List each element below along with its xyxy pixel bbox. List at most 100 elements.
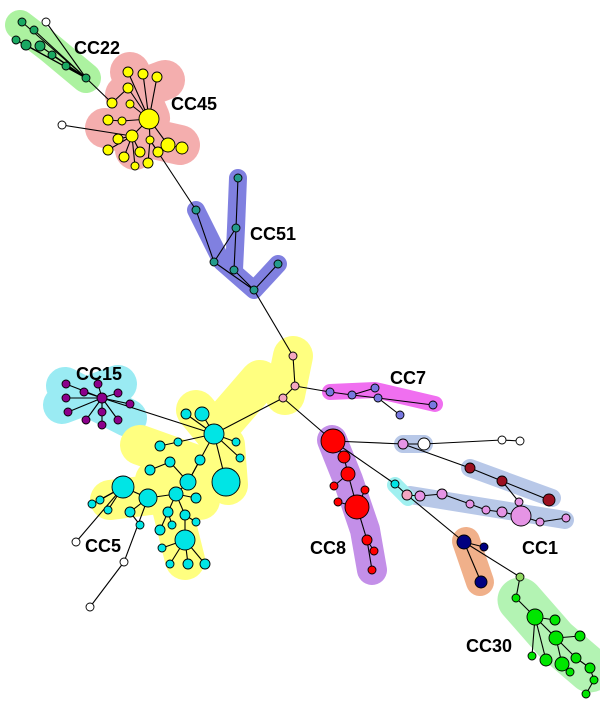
node-n45h <box>117 116 127 126</box>
node-n22g <box>61 61 71 71</box>
edge-n1r2-n1r1 <box>469 467 503 482</box>
node-n30e <box>554 656 570 672</box>
node-n5ac <box>165 559 175 569</box>
label-cc45: CC45 <box>171 94 217 114</box>
node-n5i <box>235 453 245 463</box>
node-n51c <box>229 265 239 275</box>
edge-n22d-n22h <box>33 29 87 79</box>
node-n8a <box>337 450 351 464</box>
node-n51e <box>209 257 219 267</box>
edge-n5c-w4 <box>123 497 149 563</box>
node-n8b <box>340 466 356 482</box>
node-n45d <box>122 82 134 94</box>
label-cc51: CC51 <box>250 224 296 244</box>
edge-n1w2-w6 <box>423 439 503 445</box>
node-sp1 <box>288 351 298 361</box>
node-n5h <box>231 437 241 447</box>
node-n30c <box>539 653 553 667</box>
node-n5e <box>174 529 196 551</box>
node-n1hub <box>510 505 532 527</box>
node-n5t <box>179 509 191 521</box>
node-n15d <box>113 388 123 398</box>
node-sp3 <box>278 393 288 403</box>
node-n8d <box>344 494 370 520</box>
node-n5z <box>157 543 167 553</box>
node-n1c <box>465 499 475 509</box>
edge-n8hub-cy1 <box>332 440 396 485</box>
edge-cy2-nv1 <box>406 494 465 543</box>
node-n30j <box>589 675 599 685</box>
node-n1g <box>561 513 571 523</box>
edge-sp1-sp2 <box>292 355 296 387</box>
node-n1w2 <box>417 437 431 451</box>
node-n7c <box>370 383 380 393</box>
node-n45n <box>145 135 155 145</box>
edge-n5hub-n15hub <box>101 397 215 435</box>
node-n30k <box>581 689 591 699</box>
node-n30d <box>527 651 537 661</box>
node-n45r <box>175 141 189 155</box>
node-n30b <box>548 630 564 646</box>
edge-n7d-n7f <box>377 397 434 406</box>
node-n5aa <box>182 558 194 570</box>
node-n5f <box>194 406 210 422</box>
node-n15h <box>81 415 91 425</box>
edge-n51b-n51c <box>233 227 237 271</box>
node-n1r3 <box>542 493 556 507</box>
node-n5n <box>194 454 206 466</box>
node-w5 <box>85 602 95 612</box>
edge-n51a-n51b <box>235 177 239 229</box>
node-n5m <box>144 464 156 476</box>
node-n8hub <box>320 428 346 454</box>
node-n22c <box>20 39 32 51</box>
edge-sp3-n5hub <box>213 397 284 435</box>
node-n1h <box>514 497 524 507</box>
node-n7b <box>347 390 357 400</box>
node-g2 <box>511 593 521 603</box>
node-n7a <box>325 387 335 397</box>
node-n8c <box>329 481 339 491</box>
node-n45e <box>106 97 118 109</box>
node-n1e <box>496 506 508 518</box>
node-w1 <box>41 17 51 27</box>
node-n5d <box>111 475 135 499</box>
node-n5o <box>168 486 184 502</box>
label-cc7: CC7 <box>390 368 426 388</box>
node-nv2 <box>479 542 489 552</box>
node-n45m <box>134 146 146 158</box>
node-n45q <box>160 137 176 153</box>
label-cc5: CC5 <box>85 536 121 556</box>
edge-n7d-n7e <box>377 397 401 416</box>
node-n45c <box>151 71 163 83</box>
node-n5k <box>154 440 166 452</box>
node-n7e <box>395 410 405 420</box>
node-n1a <box>414 490 426 502</box>
node-w4 <box>119 557 129 567</box>
node-n22a <box>17 17 27 27</box>
edge-n51e-n51f <box>213 261 255 291</box>
node-n30f <box>574 630 586 642</box>
node-n8i <box>367 565 377 575</box>
node-n30hub <box>526 608 544 626</box>
node-n30h <box>565 667 575 677</box>
node-n8h <box>369 546 379 556</box>
edge-w1-n22h <box>45 21 87 79</box>
node-n5big <box>211 467 241 497</box>
node-n22d <box>29 25 39 35</box>
node-n15c <box>93 379 103 389</box>
node-n51b <box>231 223 241 233</box>
node-w7 <box>515 436 525 446</box>
node-n5s <box>167 520 177 530</box>
node-n45hub <box>138 108 160 130</box>
node-n5ad <box>87 499 97 509</box>
node-n45s <box>130 161 140 171</box>
edge-sp2-n7a <box>294 385 331 393</box>
node-n15e <box>125 399 135 409</box>
node-n8g <box>361 534 373 546</box>
edge-n1r2-n1r3 <box>501 480 550 501</box>
node-n1d <box>481 505 491 515</box>
node-n15i <box>97 407 107 417</box>
node-n8e <box>333 497 343 507</box>
node-n5c <box>138 488 158 508</box>
